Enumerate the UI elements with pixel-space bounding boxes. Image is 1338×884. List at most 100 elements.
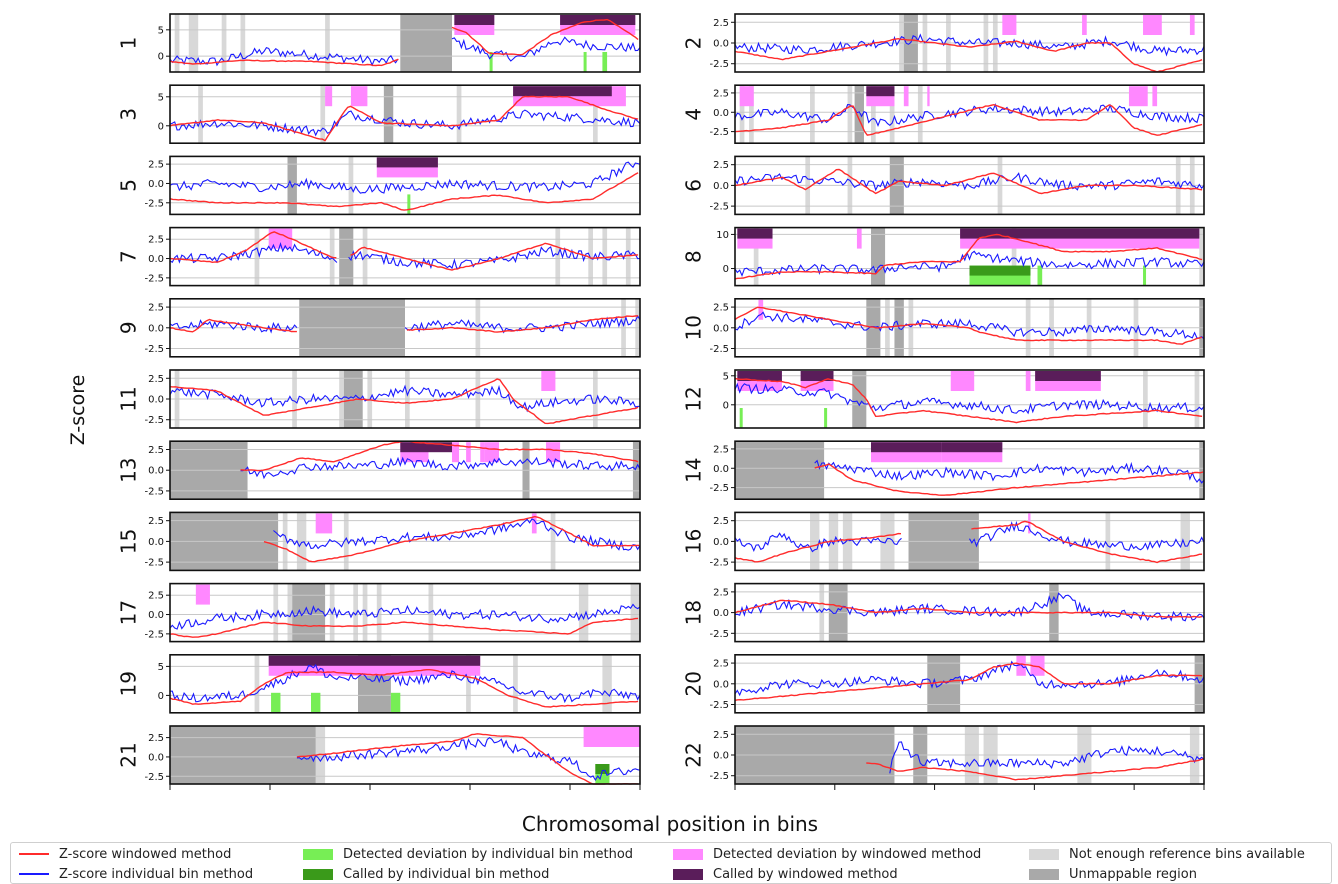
legend-label: Z-score individual bin method [59, 866, 254, 882]
not-enough-ref-region [254, 227, 260, 286]
not-enough-ref-region [847, 85, 853, 144]
y-axis-label: Z-score [67, 375, 89, 446]
y-tick-label: -2.5 [709, 558, 729, 569]
not-enough-ref-region [588, 227, 593, 286]
individual-zscore-line [734, 172, 1205, 192]
not-enough-ref-region [1011, 227, 1017, 286]
y-tick-label: 2.5 [148, 733, 164, 744]
not-enough-ref-region [320, 85, 326, 144]
y-tick-label: 2.5 [713, 516, 729, 527]
panel-frame [169, 13, 641, 73]
individual-zscore-line [296, 737, 641, 781]
called-windowed-band [866, 86, 895, 97]
individual-zscore-line [734, 102, 1205, 127]
detected-windowed-band [1128, 86, 1148, 107]
panel-chr-20: 2.5 0.0 -2.520 [682, 653, 1205, 714]
y-tick-label: -2.5 [144, 198, 164, 209]
legend-label: Not enough reference bins available [1069, 846, 1305, 862]
not-enough-ref-region [348, 156, 354, 215]
detected-windowed-band [856, 228, 862, 249]
detected-windowed-band [546, 442, 561, 463]
not-enough-ref-region [630, 583, 640, 642]
legend-swatch [673, 848, 703, 860]
detected-individual-band [583, 52, 587, 72]
not-enough-ref-region [221, 14, 227, 72]
called-windowed-band [513, 86, 612, 97]
y-tick-label: 0.0 [148, 466, 164, 477]
not-enough-ref-region [749, 85, 754, 144]
not-enough-ref-region [871, 85, 876, 144]
y-tick-label: 5 [158, 92, 164, 103]
called-individual-band [969, 265, 1031, 276]
called-windowed-band [800, 371, 834, 381]
chromosome-label: 8 [682, 250, 706, 263]
y-tick-label: 0.0 [713, 679, 729, 690]
not-enough-ref-region [325, 14, 330, 72]
chromosome-label: 4 [682, 108, 706, 121]
not-enough-ref-region [602, 227, 608, 286]
detected-individual-band [1037, 265, 1043, 286]
individual-zscore-line [240, 456, 641, 480]
not-enough-ref-region [353, 583, 358, 642]
detected-individual-band [390, 692, 401, 713]
not-enough-ref-region [174, 14, 180, 72]
panel-chr-13: 2.5 0.0 -2.513 [117, 440, 641, 501]
panel-chr-5: 2.5 0.0 -2.55 [117, 155, 641, 216]
y-tick-label: 5 [158, 662, 164, 673]
individual-zscore-line [169, 384, 641, 413]
not-enough-ref-region [1143, 370, 1148, 428]
y-tick-label: 2.5 [713, 730, 729, 741]
not-enough-ref-region [602, 654, 612, 713]
detected-windowed-band [195, 584, 210, 605]
windowed-zscore-line [734, 599, 1203, 618]
detected-windowed-band [950, 371, 975, 391]
individual-zscore-line [169, 603, 641, 630]
panel-chr-11: 2.5 0.0 -2.511 [117, 369, 641, 429]
chromosome-label: 7 [117, 250, 141, 263]
legend-label: Z-score windowed method [59, 846, 232, 862]
windowed-zscore-line [169, 231, 639, 271]
y-tick-label: 0.0 [713, 39, 729, 50]
individual-zscore-line [734, 382, 1205, 415]
detected-windowed-band [1002, 15, 1017, 35]
legend-item-detected-windowed: Detected deviation by windowed method [673, 845, 981, 863]
y-tick-label: 0.0 [713, 181, 729, 192]
y-tick-label: 0 [158, 121, 164, 132]
y-tick-label: 0 [158, 691, 164, 702]
not-enough-ref-region [513, 654, 518, 713]
unmappable-region [854, 85, 864, 144]
legend-swatch [19, 853, 49, 855]
y-tick-label: -2.5 [144, 629, 164, 640]
legend-swatch [1029, 848, 1059, 860]
panel-frame [169, 84, 641, 144]
chromosome-label: 1 [117, 37, 141, 50]
windowed-zscore-line [169, 18, 639, 67]
individual-zscore-line [814, 459, 1205, 484]
chromosome-label: 18 [682, 600, 706, 625]
y-tick-label: -2.5 [709, 483, 729, 494]
not-enough-ref-region [188, 14, 199, 72]
y-tick-label: 0.0 [148, 254, 164, 265]
individual-zscore-line [734, 592, 1205, 622]
chromosome-label: 21 [117, 742, 141, 767]
detected-windowed-band [927, 86, 930, 107]
individual-zscore-line [734, 311, 1205, 340]
windowed-zscore-line [734, 103, 1203, 136]
cnv-zscore-chart: 5012.50.0-2.525032.50.0-2.542.50.0-2.552… [67, 13, 1205, 836]
panel-chr-17: 2.5 0.0 -2.517 [117, 582, 641, 643]
y-tick-label: 2.5 [148, 591, 164, 602]
chromosome-label: 9 [117, 321, 141, 334]
windowed-zscore-line [169, 315, 639, 333]
unmappable-region [735, 441, 825, 500]
legend-label: Called by windowed method [713, 866, 898, 882]
y-tick-label: 2.5 [713, 444, 729, 455]
y-tick-label: -2.5 [709, 629, 729, 640]
detected-individual-band [602, 52, 608, 72]
windowed-zscore-line [814, 463, 1204, 496]
y-tick-label: 0.0 [713, 751, 729, 762]
detected-windowed-band [541, 371, 556, 391]
y-tick-label: 0.0 [713, 323, 729, 334]
chromosome-label: 17 [117, 600, 141, 625]
legend-swatch [673, 868, 703, 880]
legend-swatch [19, 873, 49, 875]
